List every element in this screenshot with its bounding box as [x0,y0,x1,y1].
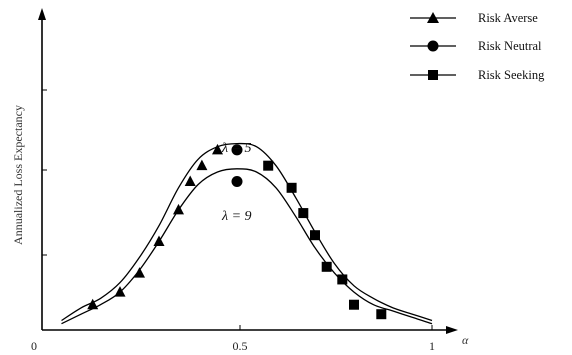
axes: 0 0.5 1 α Annualized Loss Expectancy [11,8,469,353]
y-axis-label: Annualized Loss Expectancy [11,105,25,245]
risk-seeking-point [376,309,387,320]
legend-label: Risk Seeking [478,68,545,82]
triangle-icon [427,12,439,23]
legend-item-risk-averse: Risk Averse [410,11,538,25]
risk-seeking-point [321,261,332,272]
x-axis-arrow [446,326,458,334]
risk-averse-point [173,203,184,215]
legend-label: Risk Neutral [478,39,542,53]
risk-averse-point [87,298,99,310]
risk-seeking-point [298,208,309,219]
legend-item-risk-seeking: Risk Seeking [410,68,545,82]
risk-averse-point [212,143,223,155]
y-axis-arrow [38,8,46,20]
risk-averse-point [153,235,165,247]
risk-seeking-point [310,230,320,241]
risk-averse-point [196,159,208,171]
risk-averse-point [134,267,145,278]
curve-labels: λ = 5 λ = 9 [221,141,252,224]
x-tick-label: 0 [31,339,37,353]
risk-seeking-point [337,274,348,285]
x-tick-label: 1 [429,339,435,353]
risk-neutral-point [231,144,243,156]
circle-icon [427,40,439,52]
curve-label-lower: λ = 9 [221,209,252,224]
curve-label-upper: λ = 5 [221,141,252,156]
risk-seeking-point [263,160,274,171]
risk-seeking-point [286,182,297,193]
risk-averse-point [114,286,126,297]
legend-item-risk-neutral: Risk Neutral [410,39,542,53]
square-icon [428,70,438,80]
risk-seeking-point [349,299,359,310]
legend: Risk Averse Risk Neutral Risk Seeking [410,11,545,82]
legend-label: Risk Averse [478,11,538,25]
curve-lambda-5 [61,142,433,322]
curves [61,142,433,325]
x-tick-label: 0.5 [233,339,248,353]
risk-neutral-point [231,175,243,187]
x-axis-label: α [462,333,469,347]
risk-averse-point [184,175,196,186]
markers [87,143,387,320]
